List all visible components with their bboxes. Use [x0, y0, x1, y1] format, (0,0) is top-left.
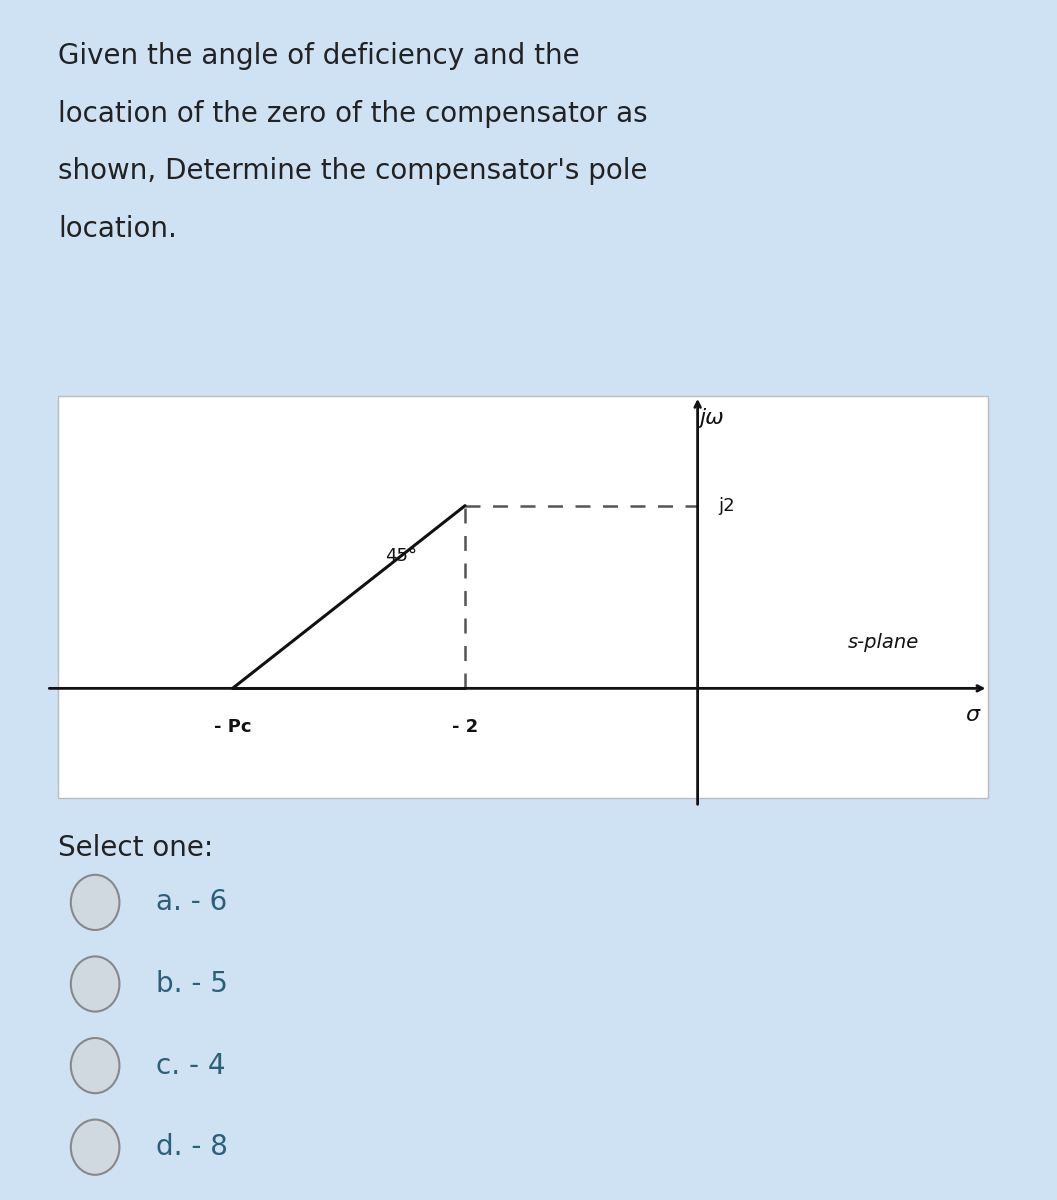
Text: jω: jω: [699, 408, 724, 427]
Text: j2: j2: [719, 497, 736, 515]
Text: a. - 6: a. - 6: [156, 888, 227, 917]
Text: c. - 4: c. - 4: [156, 1051, 226, 1080]
Text: d. - 8: d. - 8: [156, 1133, 228, 1162]
Text: b. - 5: b. - 5: [156, 970, 228, 998]
Circle shape: [71, 875, 119, 930]
Text: s-plane: s-plane: [848, 634, 920, 652]
Text: location.: location.: [58, 215, 177, 242]
Circle shape: [71, 1120, 119, 1175]
Text: Given the angle of deficiency and the: Given the angle of deficiency and the: [58, 42, 579, 70]
Text: σ: σ: [965, 704, 980, 725]
Text: - 2: - 2: [452, 718, 478, 736]
Text: Select one:: Select one:: [58, 834, 214, 862]
Text: 45°: 45°: [385, 547, 418, 565]
FancyBboxPatch shape: [58, 396, 988, 798]
Circle shape: [71, 956, 119, 1012]
Text: shown, Determine the compensator's pole: shown, Determine the compensator's pole: [58, 157, 648, 185]
Circle shape: [71, 1038, 119, 1093]
Text: location of the zero of the compensator as: location of the zero of the compensator …: [58, 100, 648, 127]
Text: - Pc: - Pc: [214, 718, 252, 736]
